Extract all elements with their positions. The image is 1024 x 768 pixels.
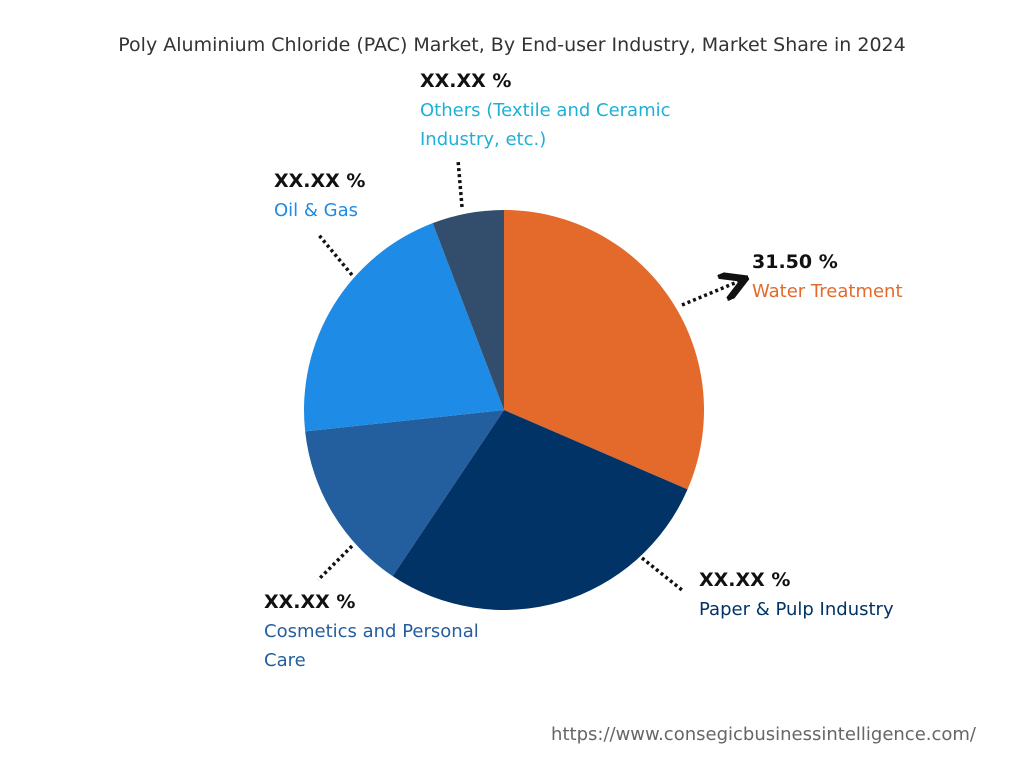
source-url: https://www.consegicbusinessintelligence… — [551, 724, 976, 745]
value-label: 31.50 % — [752, 251, 838, 273]
slice-label: XX.XX % Paper & Pulp Industry — [699, 566, 939, 624]
category-label: Paper & Pulp Industry — [699, 599, 894, 620]
pie-slice — [432, 210, 504, 410]
leader-line — [316, 544, 354, 582]
pie-slice — [305, 410, 504, 577]
value-label: XX.XX % — [420, 70, 512, 92]
pie-slice — [304, 223, 504, 432]
leaders — [316, 159, 742, 592]
value-label: XX.XX % — [699, 569, 791, 591]
chart-title: Poly Aluminium Chloride (PAC) Market, By… — [118, 34, 906, 56]
slice-label: 31.50 % Water Treatment — [752, 248, 972, 306]
slice-label: XX.XX % Others (Textile and Ceramic Indus… — [420, 67, 700, 154]
pie-slice — [392, 410, 688, 610]
leader-line — [640, 556, 684, 592]
value-label: XX.XX % — [274, 170, 366, 192]
leader-line — [456, 159, 464, 208]
category-label: Water Treatment — [752, 281, 903, 302]
category-label: Oil & Gas — [274, 200, 359, 221]
leader-line — [316, 232, 354, 277]
slice-label: XX.XX % Cosmetics and Personal Care — [264, 588, 504, 675]
pie-slice — [504, 210, 704, 490]
category-label: Others (Textile and Ceramic Industry, et… — [420, 100, 671, 150]
value-label: XX.XX % — [264, 591, 356, 613]
slice-label: XX.XX % Oil & Gas — [274, 167, 474, 225]
category-label: Cosmetics and Personal Care — [264, 621, 479, 671]
leader-line — [681, 280, 742, 307]
